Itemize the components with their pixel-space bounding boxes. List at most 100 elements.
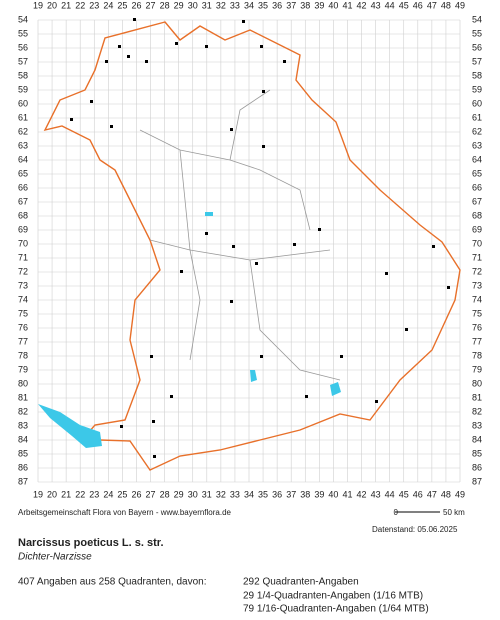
- row-label: 61: [18, 112, 28, 122]
- row-label: 72: [472, 266, 482, 276]
- column-label: 28: [160, 0, 170, 10]
- column-label: 39: [314, 489, 324, 499]
- column-label: 39: [314, 0, 324, 10]
- row-label: 59: [18, 84, 28, 94]
- row-label: 57: [472, 56, 482, 66]
- column-label: 25: [117, 0, 127, 10]
- lake-constance: [38, 404, 102, 448]
- row-label: 55: [472, 28, 482, 38]
- column-label: 41: [342, 489, 352, 499]
- column-label: 49: [455, 489, 465, 499]
- column-label: 30: [188, 489, 198, 499]
- state-border: [43, 21, 461, 471]
- row-label: 63: [472, 140, 482, 150]
- column-label: 35: [258, 489, 268, 499]
- column-label: 26: [131, 0, 141, 10]
- row-label: 78: [18, 350, 28, 360]
- row-label: 84: [472, 434, 482, 444]
- column-label: 43: [371, 0, 381, 10]
- row-label: 81: [18, 392, 28, 402]
- row-label: 79: [472, 364, 482, 374]
- column-label: 34: [244, 489, 254, 499]
- row-label: 76: [472, 322, 482, 332]
- row-label: 54: [472, 14, 482, 24]
- row-label: 56: [472, 42, 482, 52]
- column-label: 46: [413, 0, 423, 10]
- column-label: 36: [272, 0, 282, 10]
- column-label: 22: [75, 0, 85, 10]
- column-label: 37: [286, 489, 296, 499]
- subtitle: Dichter-Narzisse: [18, 552, 92, 563]
- row-label: 82: [18, 406, 28, 416]
- row-label: 60: [18, 98, 28, 108]
- row-label: 58: [18, 70, 28, 80]
- column-label: 31: [202, 0, 212, 10]
- row-label: 66: [472, 182, 482, 192]
- column-label: 32: [216, 0, 226, 10]
- column-label: 23: [89, 0, 99, 10]
- column-label: 29: [174, 0, 184, 10]
- row-label: 64: [18, 154, 28, 164]
- column-label: 27: [146, 0, 156, 10]
- row-label: 87: [18, 476, 28, 486]
- row-label: 80: [472, 378, 482, 388]
- scale-start: 0: [394, 508, 399, 517]
- row-label: 85: [18, 448, 28, 458]
- occurrence-dots: [70, 18, 450, 458]
- date: Datenstand: 05.06.2025: [372, 525, 458, 534]
- column-label: 33: [230, 489, 240, 499]
- scale-end: 50 km: [443, 508, 465, 517]
- column-label: 25: [117, 489, 127, 499]
- row-label: 86: [18, 462, 28, 472]
- column-label: 28: [160, 489, 170, 499]
- column-label: 22: [75, 489, 85, 499]
- count: 79 1/16-Quadranten-Angaben (1/64 MTB): [243, 604, 429, 615]
- district-borders: [139, 89, 341, 381]
- grid: 19 19 20 20 21 21 22 22 23 23 24 24 25 25 26 26 27 27 28 28…: [18, 0, 482, 499]
- count: 29 1/4-Quadranten-Angaben (1/16 MTB): [243, 591, 423, 602]
- column-label: 35: [258, 0, 268, 10]
- row-label: 55: [18, 28, 28, 38]
- column-label: 41: [342, 0, 352, 10]
- column-label: 20: [47, 0, 57, 10]
- column-label: 36: [272, 489, 282, 499]
- column-label: 38: [300, 0, 310, 10]
- column-label: 32: [216, 489, 226, 499]
- column-label: 21: [61, 0, 71, 10]
- column-label: 38: [300, 489, 310, 499]
- row-label: 73: [472, 280, 482, 290]
- column-label: 19: [33, 0, 43, 10]
- row-label: 56: [18, 42, 28, 52]
- row-label: 74: [472, 294, 482, 304]
- row-label: 84: [18, 434, 28, 444]
- row-label: 69: [18, 224, 28, 234]
- row-label: 60: [472, 98, 482, 108]
- column-label: 19: [33, 489, 43, 499]
- column-label: 47: [427, 489, 437, 499]
- row-label: 63: [18, 140, 28, 150]
- row-label: 85: [472, 448, 482, 458]
- row-label: 54: [18, 14, 28, 24]
- column-label: 40: [328, 489, 338, 499]
- column-label: 20: [47, 489, 57, 499]
- row-label: 65: [472, 168, 482, 178]
- column-label: 27: [146, 489, 156, 499]
- row-label: 74: [18, 294, 28, 304]
- row-label: 57: [18, 56, 28, 66]
- row-label: 61: [472, 112, 482, 122]
- column-label: 23: [89, 489, 99, 499]
- row-label: 81: [472, 392, 482, 402]
- row-label: 67: [18, 196, 28, 206]
- column-label: 26: [131, 489, 141, 499]
- column-label: 48: [441, 489, 451, 499]
- column-label: 30: [188, 0, 198, 10]
- row-label: 71: [18, 252, 28, 262]
- summary: 407 Angaben aus 258 Quadranten, davon:: [18, 577, 207, 588]
- row-label: 77: [472, 336, 482, 346]
- row-label: 66: [18, 182, 28, 192]
- column-label: 40: [328, 0, 338, 10]
- column-label: 44: [385, 0, 395, 10]
- row-label: 76: [18, 322, 28, 332]
- credit: Arbeitsgemeinschaft Flora von Bayern - w…: [18, 508, 232, 517]
